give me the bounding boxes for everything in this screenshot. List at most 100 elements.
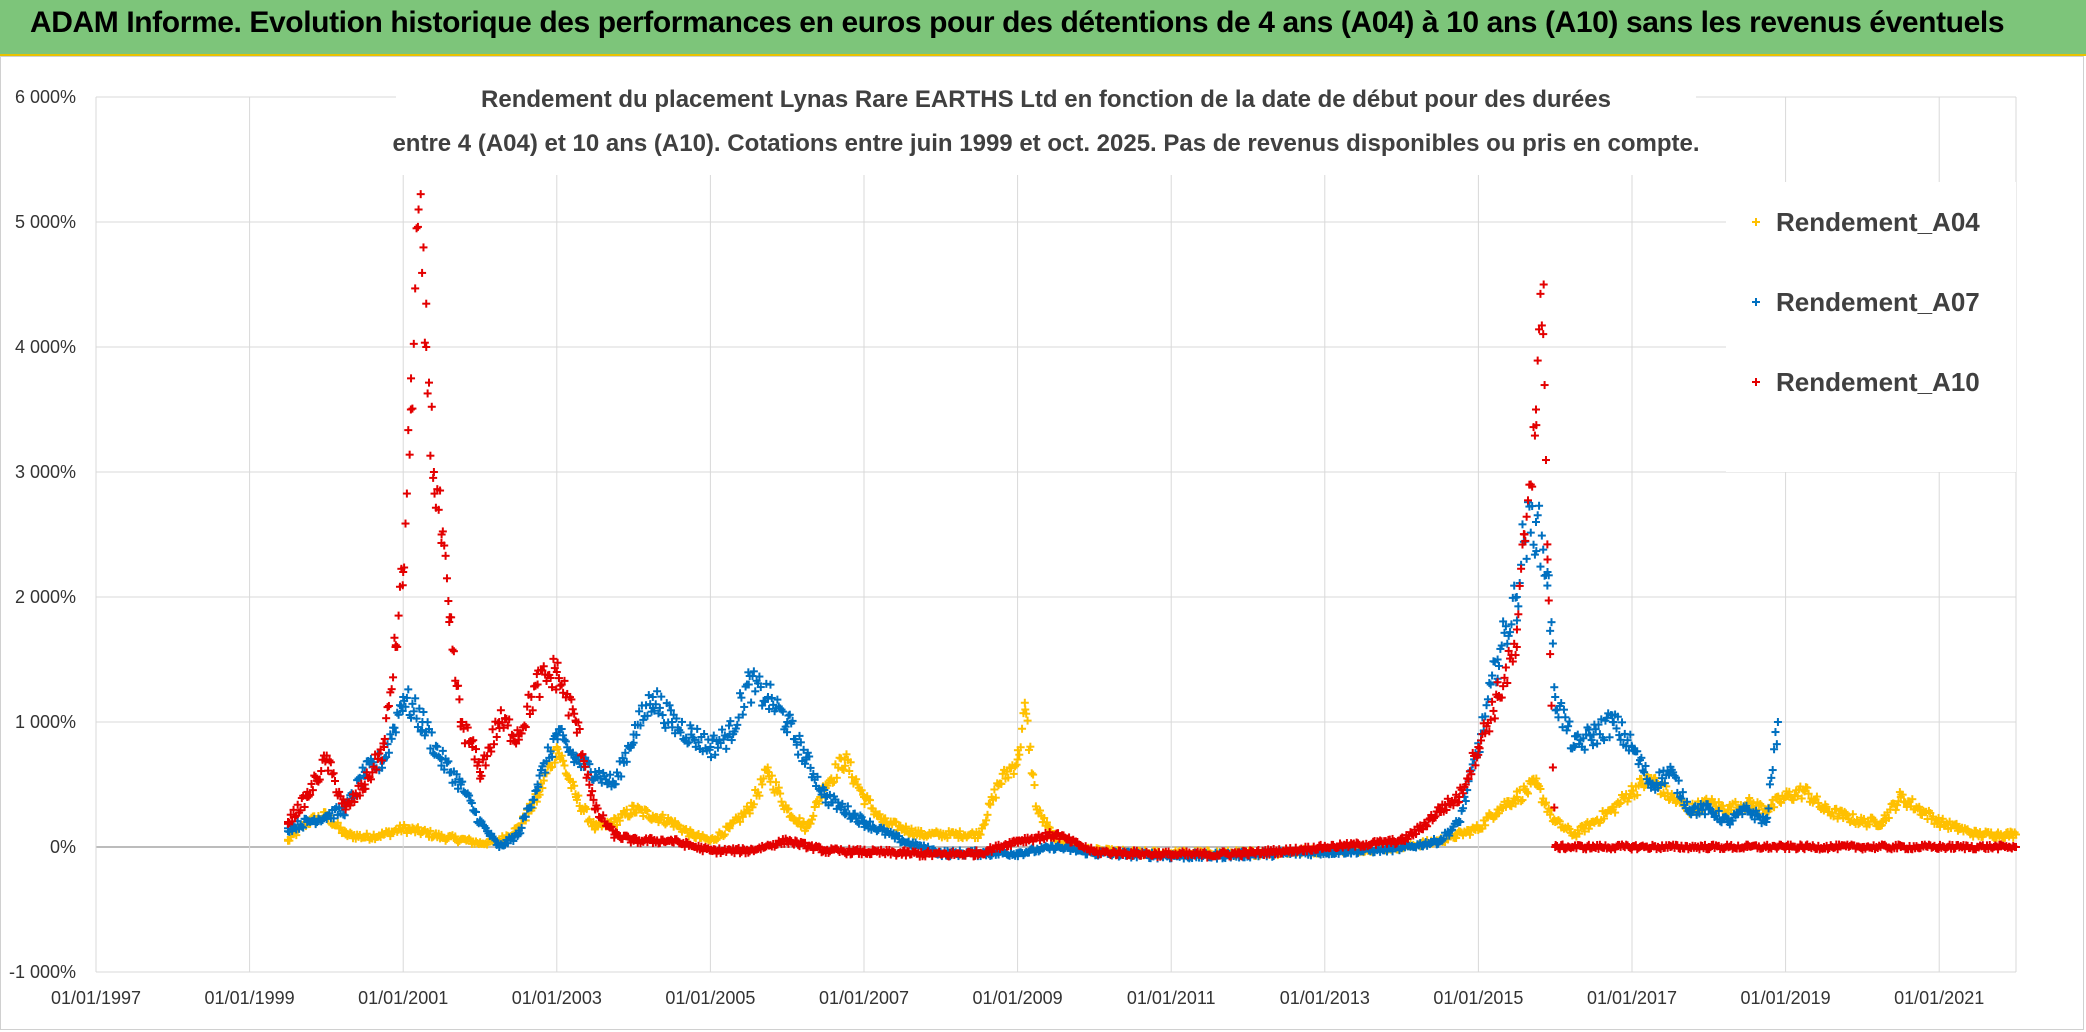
x-tick-label: 01/01/2009 bbox=[973, 988, 1063, 1008]
rendement-a04-point bbox=[1575, 829, 1584, 838]
x-tick-label: 01/01/2005 bbox=[665, 988, 755, 1008]
rendement-a07-point bbox=[1539, 545, 1548, 554]
rendement-a04-point bbox=[1030, 781, 1039, 790]
rendement-a10-point bbox=[1546, 650, 1555, 659]
rendement-a10-point bbox=[383, 703, 392, 712]
rendement-a10-point bbox=[412, 224, 421, 233]
rendement-a07-point bbox=[1771, 728, 1780, 737]
legend-label: Rendement_A10 bbox=[1776, 367, 1980, 397]
y-tick-label: 2 000% bbox=[15, 587, 76, 607]
rendement-a04-point bbox=[1016, 743, 1025, 752]
rendement-a10-point bbox=[448, 645, 457, 654]
rendement-a10-point bbox=[1547, 701, 1556, 710]
rendement-a07-point bbox=[1535, 501, 1544, 510]
rendement-a07-point bbox=[629, 738, 638, 747]
rendement-a10-point bbox=[549, 654, 558, 663]
rendement-a10-point bbox=[444, 597, 453, 606]
rendement-a04-point bbox=[1789, 795, 1798, 804]
rendement-a07-point bbox=[596, 774, 605, 783]
rendement-a04-point bbox=[1013, 755, 1022, 764]
rendement-a07-point bbox=[516, 829, 525, 838]
rendement-a07-point bbox=[391, 728, 400, 737]
rendement-a04-point bbox=[724, 823, 733, 832]
rendement-a10-point bbox=[426, 451, 435, 460]
rendement-a07-point bbox=[1547, 618, 1556, 627]
rendement-a10-point bbox=[389, 673, 398, 682]
rendement-a04-point bbox=[1859, 814, 1868, 823]
rendement-a07-point bbox=[653, 687, 662, 696]
rendement-a07-point bbox=[742, 680, 751, 689]
rendement-a04-point bbox=[1839, 814, 1848, 823]
rendement-a10-point bbox=[1530, 431, 1539, 440]
rendement-a04-point bbox=[1465, 830, 1474, 839]
rendement-a04-point bbox=[1042, 818, 1051, 827]
rendement-a04-point bbox=[1651, 773, 1660, 782]
rendement-a10-point bbox=[1548, 763, 1557, 772]
rendement-a04-point bbox=[694, 829, 703, 838]
rendement-a04-point bbox=[991, 793, 1000, 802]
rendement-a04-point bbox=[1898, 790, 1907, 799]
rendement-a07-point bbox=[788, 716, 797, 725]
rendement-a07-point bbox=[708, 735, 717, 744]
rendement-a07-point bbox=[419, 708, 428, 717]
rendement-a04-point bbox=[1854, 820, 1863, 829]
chart-title-line2: entre 4 (A04) et 10 ans (A10). Cotations… bbox=[392, 130, 1699, 157]
rendement-a04-point bbox=[809, 811, 818, 820]
rendement-a04-point bbox=[2005, 832, 2014, 841]
rendement-a10-point bbox=[414, 205, 423, 214]
rendement-a04-point bbox=[767, 771, 776, 780]
rendement-a07-point bbox=[452, 770, 461, 779]
rendement-a04-point bbox=[1822, 802, 1831, 811]
rendement-a07-point bbox=[722, 744, 731, 753]
rendement-a04-point bbox=[550, 758, 559, 767]
rendement-a07-point bbox=[650, 706, 659, 715]
rendement-a10-point bbox=[535, 692, 544, 701]
rendement-a10-point bbox=[1543, 540, 1552, 549]
rendement-a04-point bbox=[1829, 812, 1838, 821]
rendement-a07-point bbox=[395, 701, 404, 710]
rendement-a10-point bbox=[429, 473, 438, 482]
rendement-a07-point bbox=[707, 753, 716, 762]
rendement-a10-point bbox=[390, 633, 399, 642]
rendement-a04-point bbox=[572, 795, 581, 804]
rendement-a04-point bbox=[582, 805, 591, 814]
rendement-a07-point bbox=[458, 777, 467, 786]
rendement-a07-point bbox=[404, 685, 413, 694]
rendement-a07-point bbox=[805, 752, 814, 761]
rendement-a07-point bbox=[632, 730, 641, 739]
rendement-a07-point bbox=[423, 718, 432, 727]
rendement-a04-point bbox=[875, 810, 884, 819]
rendement-a04-point bbox=[852, 775, 861, 784]
rendement-a04-point bbox=[841, 761, 850, 770]
rendement-a04-point bbox=[1600, 814, 1609, 823]
rendement-a10-point bbox=[1540, 381, 1549, 390]
rendement-a07-point bbox=[427, 728, 436, 737]
rendement-a07-point bbox=[809, 769, 818, 778]
rendement-a04-point bbox=[568, 777, 577, 786]
rendement-a07-point bbox=[401, 702, 410, 711]
rendement-a04-point bbox=[1539, 794, 1548, 803]
rendement-a04-point bbox=[658, 810, 667, 819]
rendement-a07-point bbox=[503, 839, 512, 848]
rendement-a04-point bbox=[1731, 797, 1740, 806]
rendement-a07-point bbox=[1532, 518, 1540, 526]
rendement-a04-point bbox=[1832, 804, 1841, 813]
rendement-a10-point bbox=[422, 299, 431, 308]
rendement-a04-point bbox=[755, 791, 764, 800]
rendement-a07-point bbox=[418, 726, 427, 735]
rendement-a07-point bbox=[1536, 562, 1545, 571]
rendement-a07-point bbox=[709, 731, 718, 740]
rendement-a10-point bbox=[1544, 596, 1553, 605]
rendement-a07-point bbox=[801, 759, 810, 768]
rendement-a04-point bbox=[832, 773, 841, 782]
rendement-a04-point bbox=[871, 807, 880, 816]
rendement-a10-point bbox=[442, 574, 451, 583]
rendement-a07-point bbox=[783, 718, 792, 726]
rendement-a04-point bbox=[413, 823, 422, 832]
x-tick-label: 01/01/2001 bbox=[358, 988, 448, 1008]
legend-label: Rendement_A04 bbox=[1776, 207, 1980, 237]
rendement-a07-point bbox=[559, 731, 568, 740]
rendement-a07-point bbox=[731, 724, 740, 733]
rendement-a10-point bbox=[1489, 706, 1498, 715]
rendement-a07-point bbox=[1618, 718, 1627, 727]
